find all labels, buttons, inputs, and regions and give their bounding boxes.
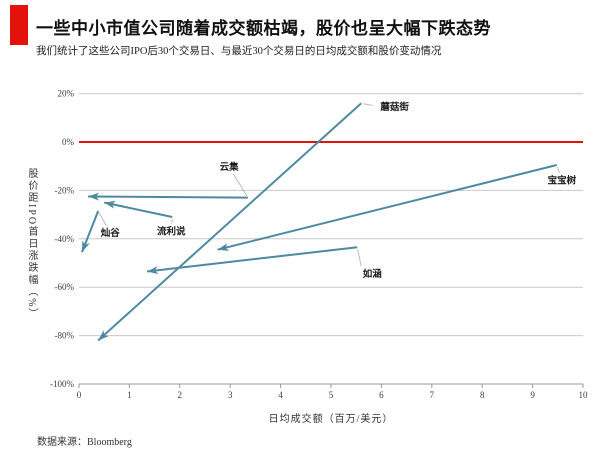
x-tick-label: 10 (579, 390, 589, 400)
y-tick-label: -100% (50, 379, 74, 389)
company-label: 云集 (220, 161, 240, 173)
x-axis-title: 日均成交额（百万/美元） (268, 414, 394, 425)
y-tick-label: -20% (55, 185, 75, 195)
label-callout (357, 249, 362, 267)
x-tick-label: 7 (430, 390, 435, 400)
y-tick-label: -40% (55, 234, 75, 244)
label-callout (98, 212, 107, 226)
company-label: 蘑菇街 (380, 101, 409, 113)
company-label: 流利说 (157, 226, 186, 238)
x-tick-label: 2 (178, 390, 183, 400)
y-axis-title: 股价距IPO首日涨跌幅（%） (26, 168, 37, 321)
data-source: 数据来源：Bloomberg (37, 437, 132, 448)
company-arrow (146, 246, 358, 275)
company-arrow (217, 164, 558, 251)
label-callout (556, 166, 560, 174)
company-arrow (103, 200, 173, 218)
y-tick-label: -80% (55, 331, 75, 341)
company-label: 灿谷 (101, 227, 121, 239)
company-label: 如涵 (363, 268, 382, 280)
x-tick-label: 3 (228, 390, 233, 400)
company-arrow (88, 192, 248, 201)
x-tick-label: 6 (379, 390, 384, 400)
y-tick-label: 0% (62, 137, 75, 147)
x-tick-label: 4 (278, 390, 283, 400)
accent-bar (10, 5, 28, 45)
label-callout (363, 103, 373, 106)
chart-subtitle: 我们统计了这些公司IPO后30个交易日、与最近30个交易日的日均成交额和股价变动… (36, 46, 442, 57)
company-arrow (81, 210, 100, 253)
company-arrow (97, 102, 362, 342)
label-callout (232, 173, 248, 197)
x-tick-label: 5 (329, 390, 334, 400)
y-tick-label: 20% (58, 89, 75, 99)
x-tick-label: 1 (127, 390, 132, 400)
x-tick-label: 0 (77, 390, 82, 400)
chart-title: 一些中小市值公司随着成交额枯竭，股价也呈大幅下跌态势 (36, 19, 491, 38)
x-tick-label: 8 (480, 390, 485, 400)
x-tick-label: 9 (530, 390, 535, 400)
y-tick-label: -60% (55, 282, 75, 292)
company-label: 宝宝树 (548, 175, 577, 187)
